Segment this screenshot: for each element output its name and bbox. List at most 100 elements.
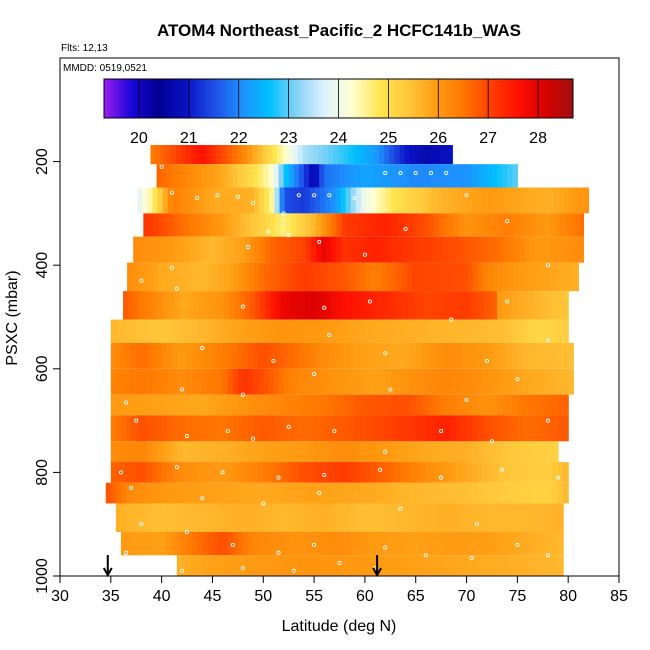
heat-cell: [446, 482, 452, 504]
heat-cell: [369, 531, 376, 556]
heat-cell: [422, 236, 429, 263]
colorbar-cell: [561, 79, 565, 118]
heat-cell: [543, 187, 550, 214]
heat-cell: [253, 441, 259, 463]
heat-cell: [268, 482, 275, 504]
heat-cell: [253, 164, 259, 188]
sample-marker: [545, 263, 550, 268]
heat-cell: [522, 319, 529, 343]
heat-cell: [331, 291, 338, 320]
heat-band: [127, 262, 579, 292]
heat-cell: [366, 236, 373, 263]
heat-cell: [527, 415, 534, 442]
heat-cell: [233, 187, 240, 214]
heat-cell: [295, 291, 302, 320]
heat-cell: [232, 368, 239, 395]
heat-cell: [344, 441, 351, 463]
heat-cell: [227, 368, 234, 395]
colorbar-cell: [113, 79, 117, 118]
heat-cell: [369, 415, 376, 442]
heat-cell: [410, 441, 417, 463]
colorbar-cell: [371, 79, 375, 118]
heat-cell: [275, 291, 282, 320]
heat-cell: [483, 236, 490, 263]
colorbar-cell: [305, 79, 309, 118]
heat-cell: [219, 213, 226, 237]
heat-cell: [476, 482, 483, 504]
heat-cell: [502, 503, 508, 532]
heat-cell: [542, 503, 549, 532]
heat-cell: [532, 441, 539, 463]
colorbar-cell: [397, 79, 400, 118]
heat-cell: [348, 145, 355, 165]
heat-cell: [451, 441, 457, 463]
heat-cell: [538, 187, 545, 214]
heat-cell: [303, 503, 310, 532]
heat-cell: [138, 236, 144, 263]
heat-cell: [522, 291, 529, 320]
heat-cell: [547, 555, 554, 576]
heat-cell: [390, 164, 396, 188]
heat-cell: [232, 394, 239, 416]
heat-cell: [441, 441, 447, 463]
heat-cell: [285, 236, 292, 263]
colorbar-cell: [268, 79, 271, 118]
heat-cell: [559, 262, 565, 292]
heat-cell: [236, 145, 243, 165]
heat-cell: [278, 503, 285, 532]
heat-cell: [197, 531, 203, 556]
colorbar-cell: [315, 79, 318, 118]
heat-cell: [532, 291, 539, 320]
heat-cell: [425, 368, 432, 395]
heat-cell: [191, 145, 197, 165]
heat-cell: [273, 394, 280, 416]
colorbar-cell: [275, 79, 279, 118]
heat-cell: [334, 462, 341, 483]
heat-cell: [517, 555, 524, 576]
heat-cell: [533, 262, 540, 292]
y-tick-label: 1000: [34, 558, 51, 594]
heat-cell: [354, 319, 361, 343]
heat-cell: [548, 187, 555, 214]
heat-cell: [458, 236, 465, 263]
heat-cell: [273, 555, 280, 576]
heat-cell: [187, 462, 193, 483]
heat-cell: [290, 291, 297, 320]
heat-cell: [227, 503, 234, 532]
heat-cell: [412, 291, 419, 320]
heat-cell: [268, 342, 275, 369]
colorbar-cell: [533, 79, 536, 118]
heat-cell: [544, 236, 551, 263]
colorbar-cell: [324, 79, 328, 118]
heat-cell: [486, 394, 493, 416]
heat-cell: [375, 342, 381, 369]
heat-cell: [324, 164, 330, 188]
heat-cell: [349, 482, 356, 504]
heat-cell: [488, 291, 495, 320]
colorbar-cell: [139, 79, 143, 118]
heat-cell: [364, 319, 371, 343]
heat-cell: [349, 342, 356, 369]
heat-cell: [472, 187, 479, 214]
heat-cell: [302, 145, 309, 165]
heat-cell: [558, 531, 564, 556]
heat-cell: [467, 262, 474, 292]
heat-cell: [416, 187, 423, 214]
heat-cell: [522, 368, 529, 395]
colorbar-cell: [129, 79, 133, 118]
heat-cell: [344, 368, 351, 395]
heat-cell: [380, 164, 386, 188]
colorbar-cell: [500, 79, 504, 118]
heat-cell: [385, 503, 391, 532]
heat-cell: [436, 319, 442, 343]
heat-cell: [527, 531, 534, 556]
heat-cell: [405, 462, 412, 483]
colorbar-cell: [207, 79, 211, 118]
heat-cell: [202, 503, 208, 532]
heat-cell: [420, 394, 427, 416]
heat-cell: [552, 555, 559, 576]
heat-cell: [147, 262, 154, 292]
heat-cell: [346, 213, 353, 237]
heat-cell: [390, 482, 396, 504]
colorbar-cell: [530, 79, 534, 118]
